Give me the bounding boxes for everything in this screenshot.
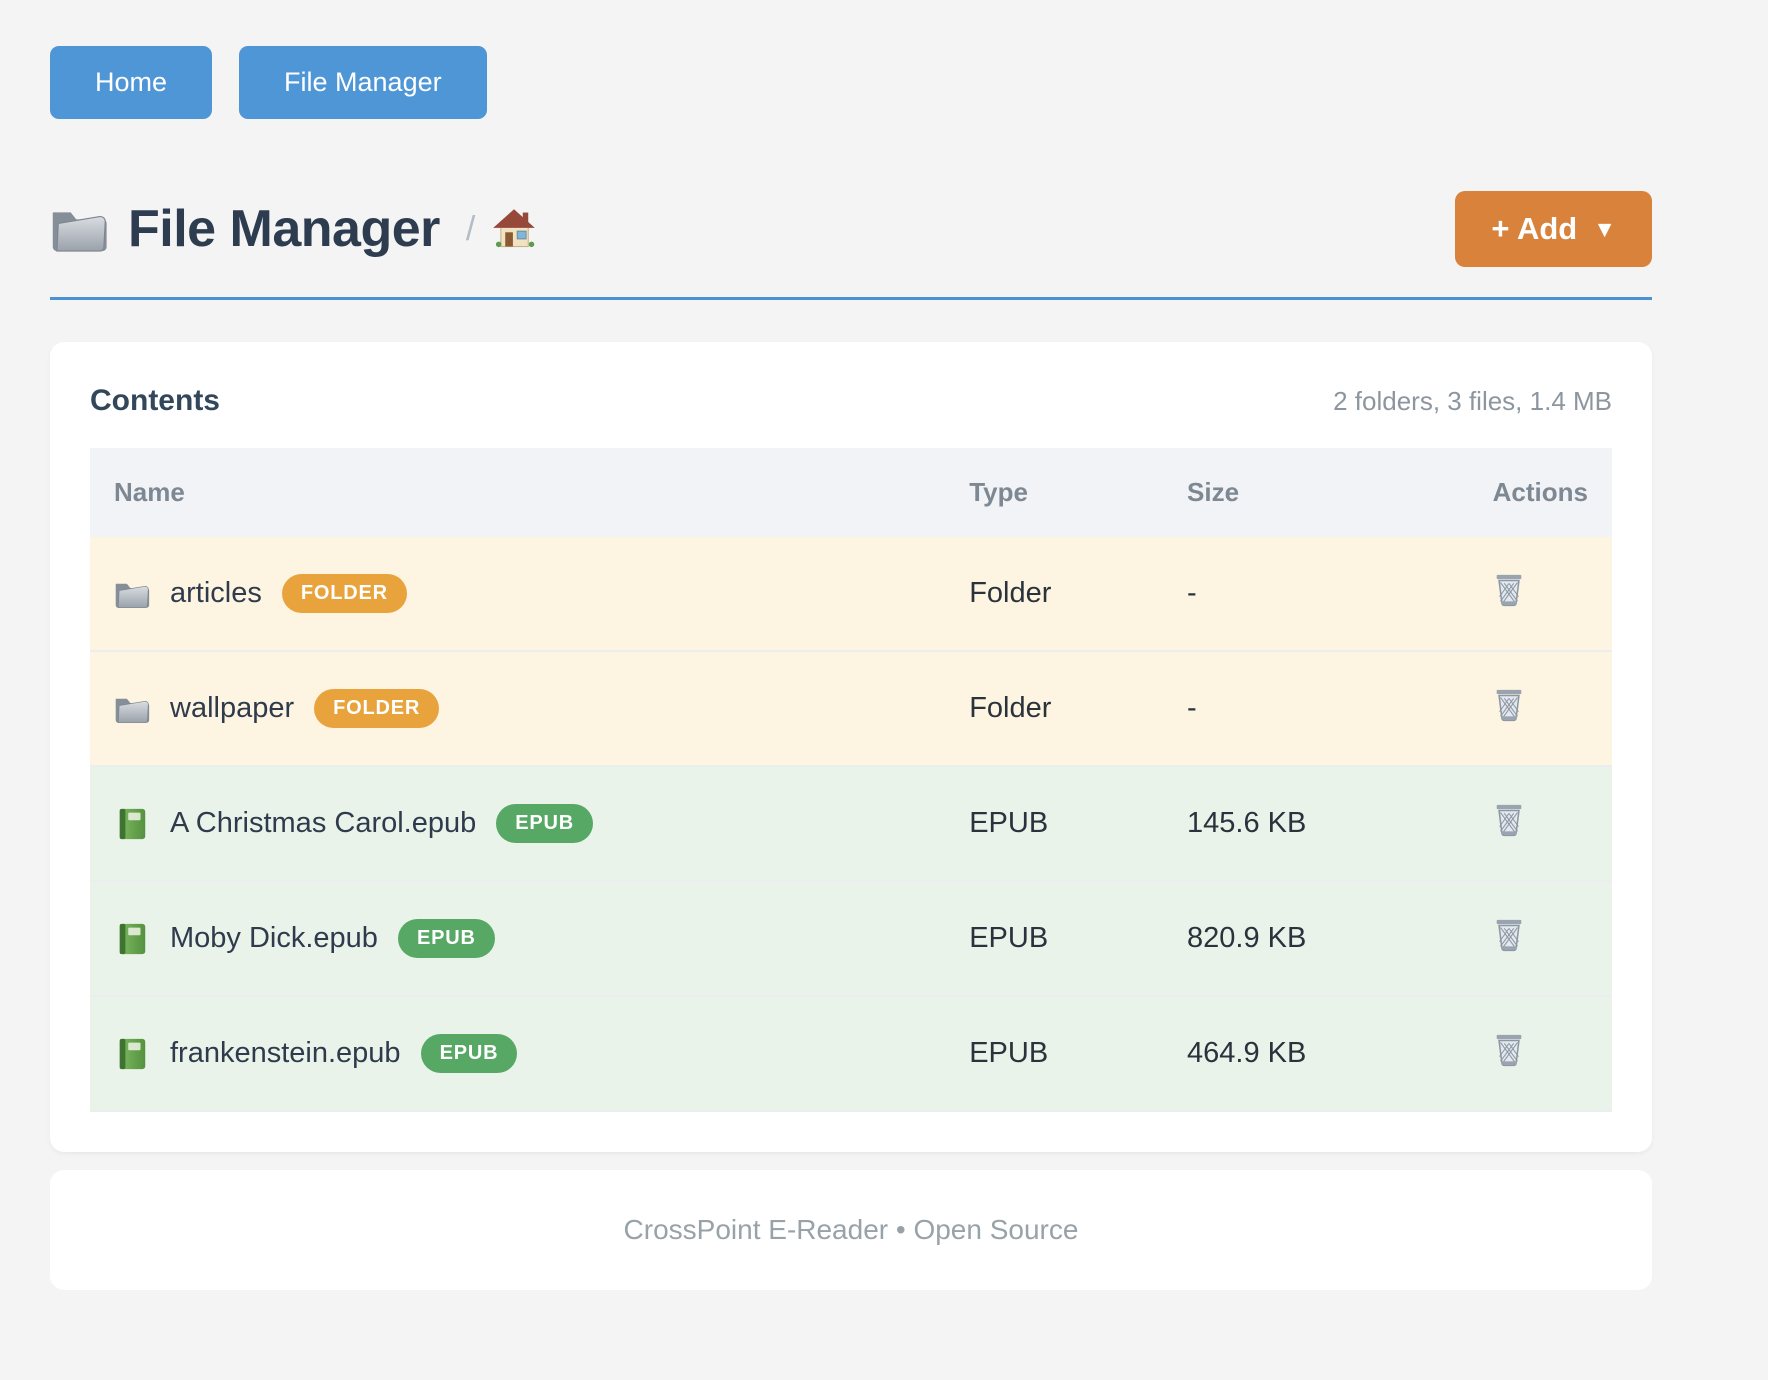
column-header-type: Type: [945, 448, 1163, 537]
file-size: 820.9 KB: [1163, 881, 1469, 997]
nav-home-button[interactable]: Home: [50, 46, 213, 119]
footer: CrossPoint E-Reader • Open Source: [50, 1170, 1652, 1290]
page-header: File Manager / + Add ▼: [50, 191, 1652, 267]
footer-text: CrossPoint E-Reader • Open Source: [623, 1214, 1079, 1245]
trash-icon: [1493, 917, 1525, 953]
type-badge: EPUB: [420, 1034, 518, 1073]
delete-button[interactable]: [1493, 687, 1525, 723]
file-size: -: [1163, 537, 1469, 652]
table-row: articles FOLDER Folder -: [90, 537, 1612, 652]
book-icon: [114, 807, 150, 841]
page-title-group: File Manager /: [50, 199, 537, 259]
delete-button[interactable]: [1493, 802, 1525, 838]
file-size: 464.9 KB: [1163, 996, 1469, 1112]
folder-icon: [114, 577, 150, 611]
file-type: EPUB: [945, 766, 1163, 882]
type-badge: EPUB: [397, 919, 495, 958]
add-button[interactable]: + Add ▼: [1455, 191, 1652, 267]
file-type: Folder: [945, 537, 1163, 652]
delete-button[interactable]: [1493, 572, 1525, 608]
table-header-row: Name Type Size Actions: [90, 448, 1612, 537]
contents-card-header: Contents 2 folders, 3 files, 1.4 MB: [90, 384, 1612, 418]
trash-icon: [1493, 572, 1525, 608]
nav-file-manager-button[interactable]: File Manager: [239, 46, 487, 119]
book-icon: [114, 922, 150, 956]
file-name-link[interactable]: articles: [170, 577, 262, 609]
folder-icon: [114, 692, 150, 726]
file-name-link[interactable]: A Christmas Carol.epub: [170, 807, 477, 839]
trash-icon: [1493, 802, 1525, 838]
file-name-link[interactable]: Moby Dick.epub: [170, 922, 378, 954]
contents-title: Contents: [90, 384, 220, 417]
type-badge: FOLDER: [314, 689, 440, 728]
file-name-link[interactable]: frankenstein.epub: [170, 1037, 401, 1069]
column-header-actions: Actions: [1468, 448, 1612, 537]
chevron-down-icon: ▼: [1593, 215, 1616, 242]
table-row: A Christmas Carol.epub EPUB EPUB 145.6 K…: [90, 766, 1612, 882]
delete-button[interactable]: [1493, 917, 1525, 953]
file-type: EPUB: [945, 996, 1163, 1112]
file-manager-page: Home File Manager File Manager / + Add ▼…: [50, 46, 1652, 1290]
contents-card: Contents 2 folders, 3 files, 1.4 MB Name…: [50, 342, 1652, 1152]
add-button-label: + Add: [1491, 211, 1578, 246]
column-header-size: Size: [1163, 448, 1469, 537]
book-icon: [114, 1037, 150, 1071]
column-header-name: Name: [90, 448, 946, 537]
file-table: Name Type Size Actions articles FOLDER: [90, 448, 1612, 1112]
top-nav: Home File Manager: [50, 46, 1652, 119]
table-row: wallpaper FOLDER Folder -: [90, 651, 1612, 767]
delete-button[interactable]: [1493, 1032, 1525, 1068]
file-name-link[interactable]: wallpaper: [170, 692, 295, 724]
folder-icon: [50, 204, 108, 254]
page-title: File Manager: [128, 200, 440, 258]
file-size: -: [1163, 651, 1469, 767]
title-divider: [50, 297, 1652, 300]
file-size: 145.6 KB: [1163, 766, 1469, 882]
home-icon[interactable]: [491, 207, 537, 251]
type-badge: FOLDER: [281, 574, 407, 613]
trash-icon: [1493, 687, 1525, 723]
type-badge: EPUB: [496, 804, 594, 843]
file-type: EPUB: [945, 881, 1163, 997]
table-row: frankenstein.epub EPUB EPUB 464.9 KB: [90, 996, 1612, 1112]
file-type: Folder: [945, 651, 1163, 767]
table-row: Moby Dick.epub EPUB EPUB 820.9 KB: [90, 881, 1612, 997]
contents-summary: 2 folders, 3 files, 1.4 MB: [1333, 385, 1612, 416]
breadcrumb: /: [465, 209, 476, 248]
trash-icon: [1493, 1032, 1525, 1068]
